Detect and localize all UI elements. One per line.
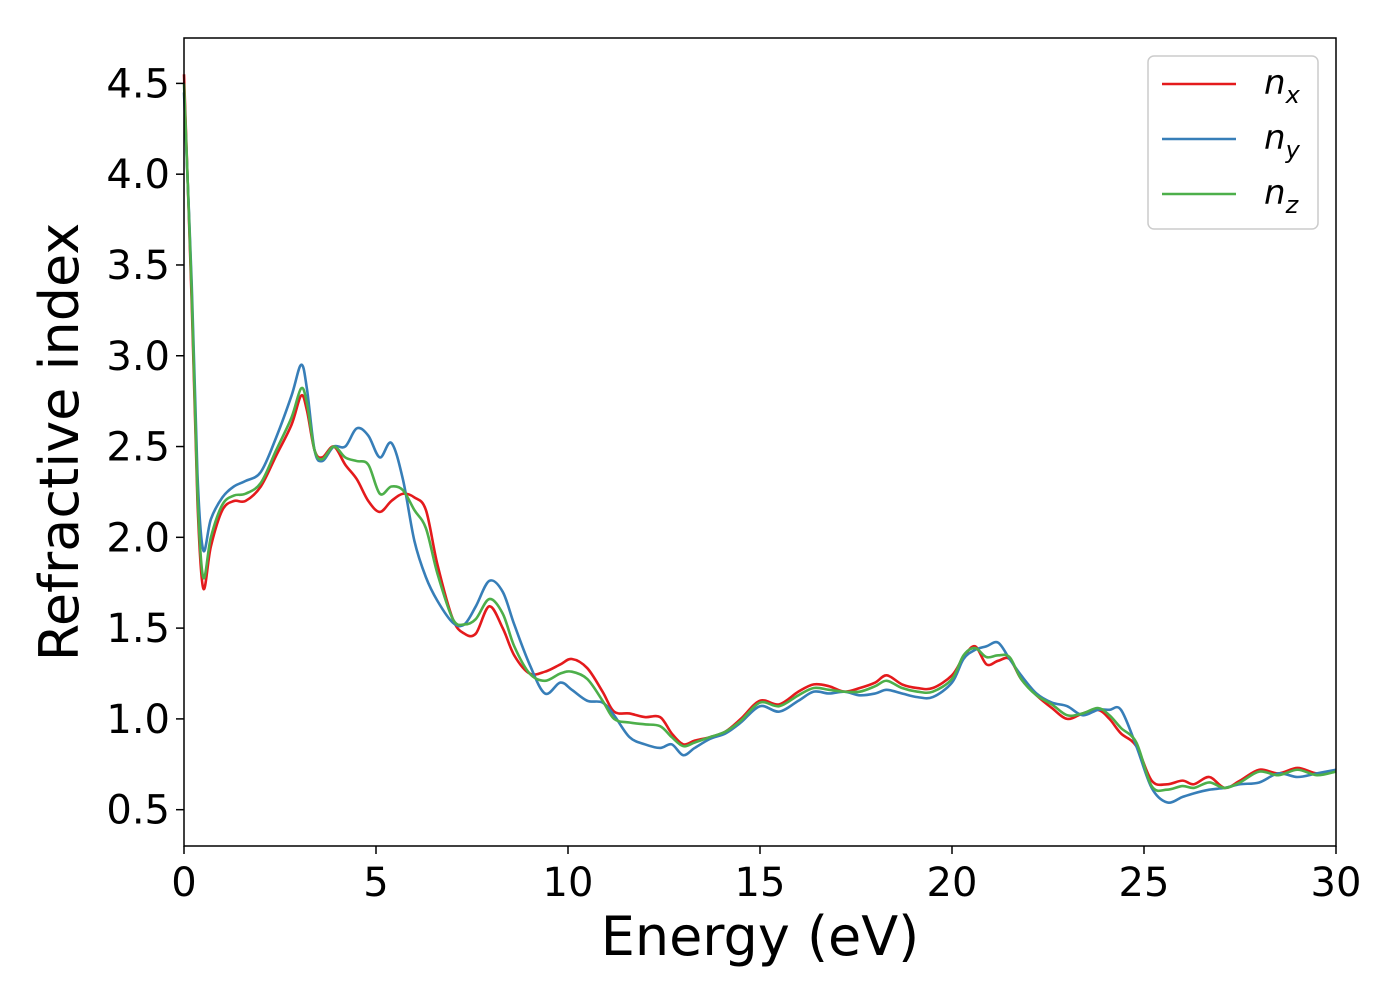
- legend-label-nx: nx: [1264, 63, 1301, 109]
- y-tick-label: 3.5: [106, 243, 170, 289]
- y-axis-ticks: 0.5 1.0 1.5 2.0 2.5 3.0 3.5 4.0 4.5: [106, 61, 184, 834]
- legend-entries: nx ny nz: [1162, 63, 1301, 219]
- x-axis-label: Energy (eV): [601, 905, 920, 968]
- legend-label-nz: nz: [1264, 173, 1300, 219]
- legend-box: [1147, 55, 1319, 230]
- y-axis-label: Refractive index: [28, 223, 91, 662]
- plot-lines: [182, 74, 1337, 804]
- legend: nx ny nz: [1147, 55, 1319, 230]
- x-tick-label: 30: [1311, 860, 1362, 906]
- x-tick-label: 25: [1119, 860, 1170, 906]
- y-tick-label: 4.5: [106, 61, 170, 107]
- x-tick-label: 15: [735, 860, 786, 906]
- series-line-nz: [182, 83, 1337, 793]
- x-axis-ticks: 0 5 10 15 20 25 30: [171, 846, 1361, 906]
- y-tick-label: 3.0: [106, 334, 170, 380]
- y-tick-label: 0.5: [106, 788, 170, 834]
- x-tick-label: 20: [927, 860, 978, 906]
- y-tick-label: 2.5: [106, 425, 170, 471]
- x-tick-label: 5: [363, 860, 388, 906]
- y-tick-label: 2.0: [106, 515, 170, 561]
- y-tick-label: 4.0: [106, 152, 170, 198]
- x-tick-label: 10: [543, 860, 594, 906]
- legend-label-ny: ny: [1264, 118, 1301, 164]
- y-tick-label: 1.5: [106, 606, 170, 652]
- y-tick-label: 1.0: [106, 697, 170, 743]
- x-tick-label: 0: [171, 860, 196, 906]
